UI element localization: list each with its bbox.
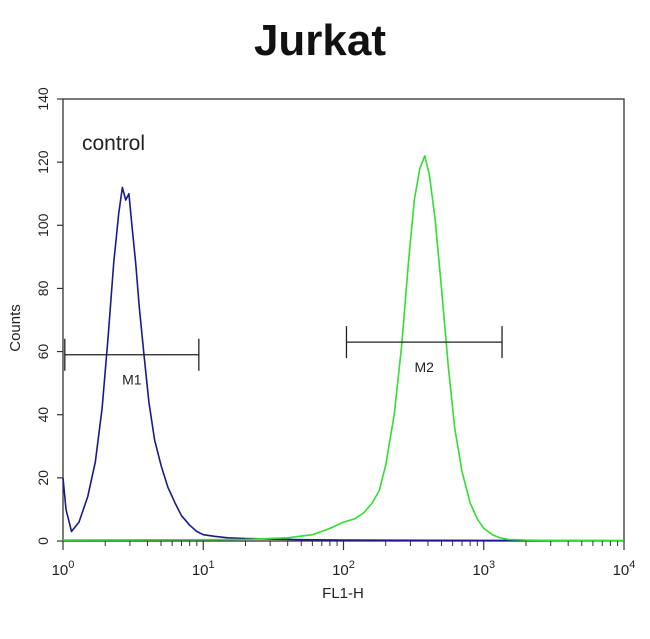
gate-m2: M2 (345, 326, 503, 375)
x-tick-label: 104 (613, 559, 636, 579)
gate-layer: M1 M2 (64, 326, 503, 388)
gate-label: M2 (415, 359, 435, 375)
histogram-series-1 (62, 186, 625, 542)
y-tick-label: 0 (35, 537, 51, 545)
series-layer (62, 155, 625, 542)
y-axis-label: Counts (7, 304, 24, 352)
y-tick-label: 40 (35, 407, 51, 423)
x-axis-label: FL1-H (322, 585, 364, 602)
x-tick-label: 103 (472, 559, 495, 579)
axis-layer: 0 20 40 60 80 100 120 140 100 101 102 103 104 (35, 87, 635, 579)
y-tick-label: 60 (35, 344, 51, 360)
chart-title: Jurkat (254, 16, 386, 65)
x-tick-label: 100 (52, 559, 75, 579)
y-tick-label: 80 (35, 280, 51, 296)
y-tick-label: 120 (35, 150, 51, 174)
y-tick-label: 100 (35, 213, 51, 237)
x-tick-label: 101 (192, 559, 215, 579)
gate-m1: M1 (64, 338, 200, 388)
x-tick-label: 102 (332, 559, 355, 579)
histogram-series-2 (62, 155, 625, 542)
gate-label: M1 (122, 372, 142, 388)
plot-frame (62, 98, 625, 542)
y-tick-label: 20 (35, 470, 51, 486)
control-annotation: control (82, 132, 145, 155)
y-tick-label: 140 (35, 87, 51, 111)
